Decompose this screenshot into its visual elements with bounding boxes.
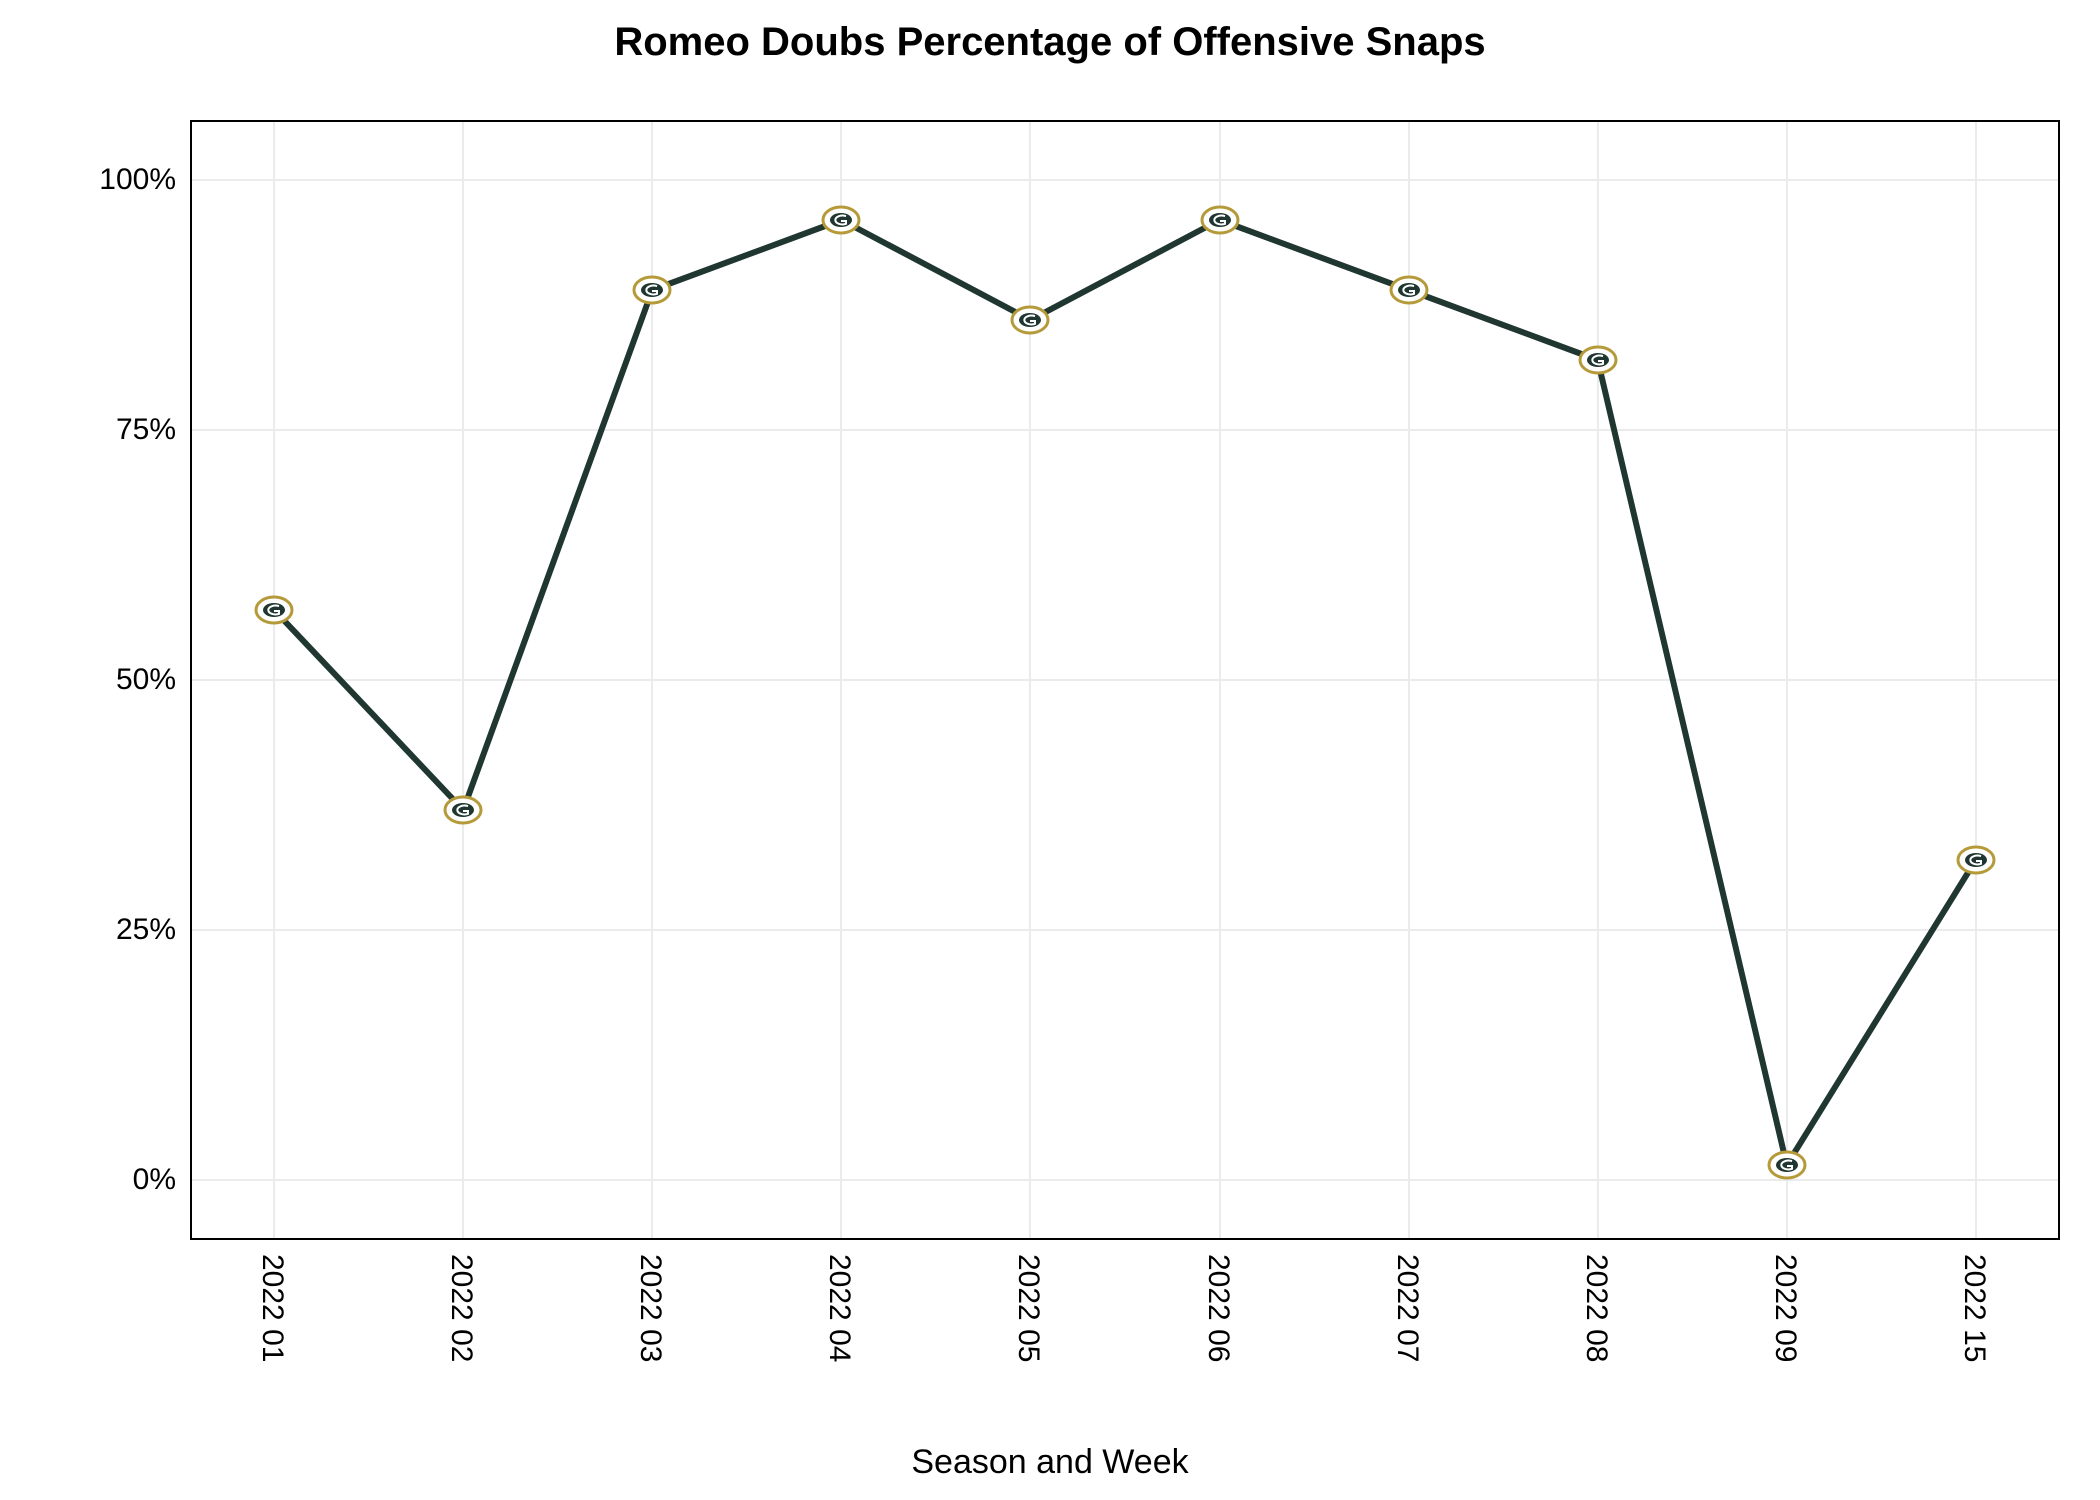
packers-logo-icon bbox=[1766, 1144, 1808, 1186]
packers-logo-icon bbox=[820, 199, 862, 241]
x-tick-label: 2022 03 bbox=[633, 1200, 667, 1308]
packers-logo-icon bbox=[1955, 839, 1997, 881]
x-tick-label: 2022 05 bbox=[1011, 1200, 1045, 1308]
plot-area: 0%25%50%75%100%2022 012022 022022 032022… bbox=[190, 120, 2060, 1240]
y-tick-label: 75% bbox=[116, 413, 176, 447]
x-tick-label: 2022 15 bbox=[1957, 1200, 1991, 1308]
y-tick-label: 50% bbox=[116, 663, 176, 697]
y-tick-label: 0% bbox=[133, 1163, 176, 1197]
x-tick-label: 2022 01 bbox=[255, 1200, 289, 1308]
x-tick-label: 2022 02 bbox=[444, 1200, 478, 1308]
x-tick-label: 2022 07 bbox=[1390, 1200, 1424, 1308]
x-tick-label: 2022 06 bbox=[1201, 1200, 1235, 1308]
chart-container: Romeo Doubs Percentage of Offensive Snap… bbox=[0, 0, 2100, 1500]
packers-logo-icon bbox=[1577, 339, 1619, 381]
y-tick-label: 100% bbox=[99, 163, 176, 197]
packers-logo-icon bbox=[1009, 299, 1051, 341]
packers-logo-icon bbox=[631, 269, 673, 311]
packers-logo-icon bbox=[442, 789, 484, 831]
x-tick-label: 2022 08 bbox=[1579, 1200, 1613, 1308]
x-tick-label: 2022 09 bbox=[1768, 1200, 1802, 1308]
packers-logo-icon bbox=[1199, 199, 1241, 241]
x-tick-label: 2022 04 bbox=[822, 1200, 856, 1308]
chart-title: Romeo Doubs Percentage of Offensive Snap… bbox=[0, 20, 2100, 65]
y-tick-label: 25% bbox=[116, 913, 176, 947]
series-line bbox=[274, 220, 1976, 1165]
line-series bbox=[190, 120, 2060, 1240]
packers-logo-icon bbox=[253, 589, 295, 631]
packers-logo-icon bbox=[1388, 269, 1430, 311]
x-axis-label: Season and Week bbox=[0, 1443, 2100, 1482]
